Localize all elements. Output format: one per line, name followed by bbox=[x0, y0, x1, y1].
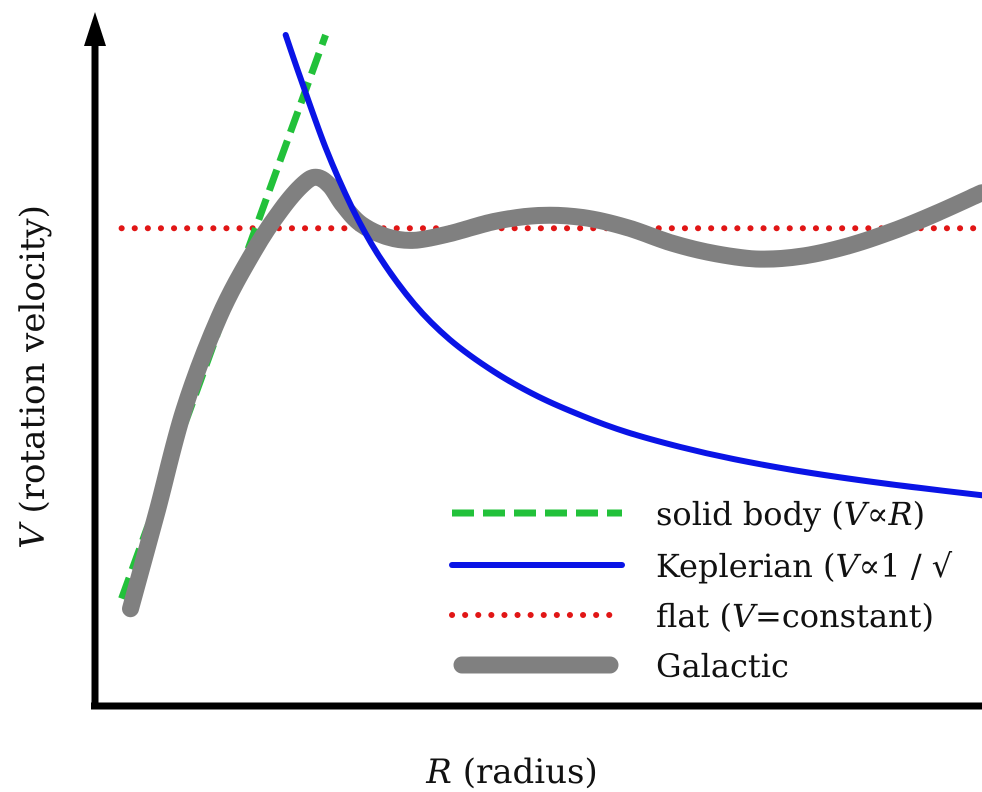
legend-label-flat: flat (V=constant) bbox=[656, 597, 934, 635]
legend-label-solid-body: solid body (V∝R) bbox=[656, 495, 925, 533]
y-axis-label: V (rotation velocity) bbox=[13, 205, 53, 549]
legend-label-keplerian: Keplerian (V∝1 / √ bbox=[656, 547, 953, 585]
series-line-galactic bbox=[122, 168, 982, 618]
series-line-keplerian bbox=[282, 32, 982, 499]
legend: solid body (V∝R) Keplerian (V∝1 / √ flat… bbox=[449, 495, 953, 685]
x-axis-label: R (radius) bbox=[425, 752, 597, 792]
legend-label-galactic: Galactic bbox=[656, 647, 789, 685]
y-axis-arrowhead bbox=[84, 12, 106, 46]
